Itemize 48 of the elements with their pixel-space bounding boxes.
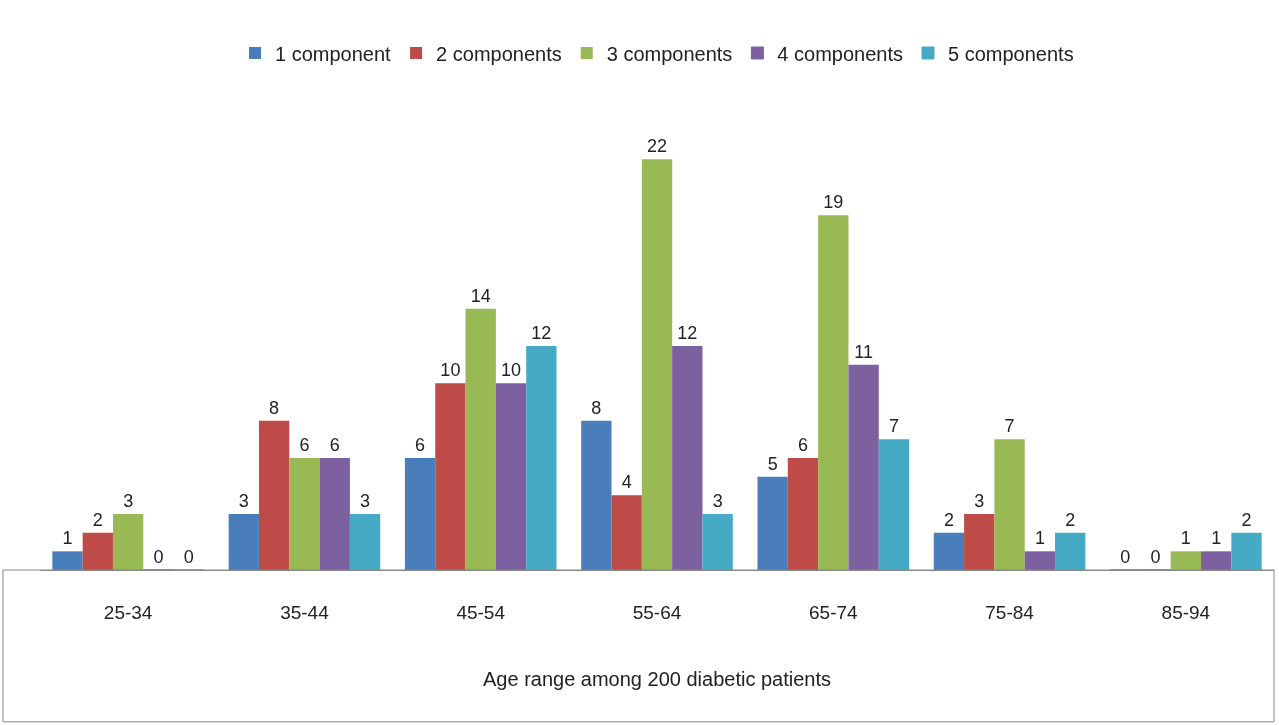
data-label: 3	[360, 490, 371, 511]
data-label: 8	[269, 397, 280, 418]
data-label: 0	[1150, 547, 1161, 567]
data-label: 4	[621, 472, 632, 493]
data-label: 1	[1034, 528, 1045, 549]
x-tick-label: 45-54	[456, 601, 506, 623]
data-label: 12	[531, 322, 552, 343]
data-label: 1	[1180, 528, 1191, 549]
legend-label: 5 components	[948, 42, 1074, 65]
data-label: 2	[1065, 509, 1076, 530]
data-label: 10	[440, 360, 461, 381]
data-label: 7	[888, 416, 899, 437]
data-label: 0	[1120, 547, 1131, 567]
data-label: 6	[415, 434, 426, 455]
data-label: 14	[470, 285, 491, 306]
data-label: 3	[123, 490, 134, 511]
data-label: 8	[591, 397, 602, 418]
data-label: 2	[1241, 509, 1252, 530]
legend-label: 3 components	[606, 42, 733, 65]
x-axis-title: Age range among 200 diabetic patients	[482, 668, 832, 691]
data-label: 6	[797, 434, 808, 455]
data-label: 19	[823, 192, 844, 213]
data-label: 11	[854, 341, 873, 362]
data-label: 3	[238, 490, 249, 511]
legend-label: 1 component	[275, 42, 392, 65]
data-label: 2	[92, 509, 103, 530]
x-tick-label: 75-84	[985, 601, 1035, 623]
data-label: 3	[974, 490, 985, 511]
data-label: 1	[62, 528, 73, 549]
x-tick-label: 85-94	[1161, 601, 1211, 623]
data-label: 6	[329, 434, 340, 455]
x-tick-label: 25-34	[103, 601, 153, 623]
data-label: 2	[943, 509, 954, 530]
data-label: 0	[153, 547, 164, 567]
data-label: 10	[501, 360, 522, 381]
data-label: 1	[1211, 528, 1222, 549]
data-label: 5	[767, 453, 778, 474]
data-label: 6	[299, 434, 310, 455]
data-label: 12	[677, 322, 698, 343]
x-tick-label: 55-64	[632, 601, 682, 623]
data-label: 3	[712, 490, 723, 511]
data-label: 7	[1004, 416, 1015, 437]
data-label: 22	[646, 136, 668, 157]
data-label: 0	[183, 547, 194, 567]
legend-label: 4 components	[777, 42, 903, 65]
legend-label: 2 components	[436, 42, 562, 65]
x-tick-label: 65-74	[808, 601, 859, 623]
x-tick-label: 35-44	[280, 601, 330, 623]
